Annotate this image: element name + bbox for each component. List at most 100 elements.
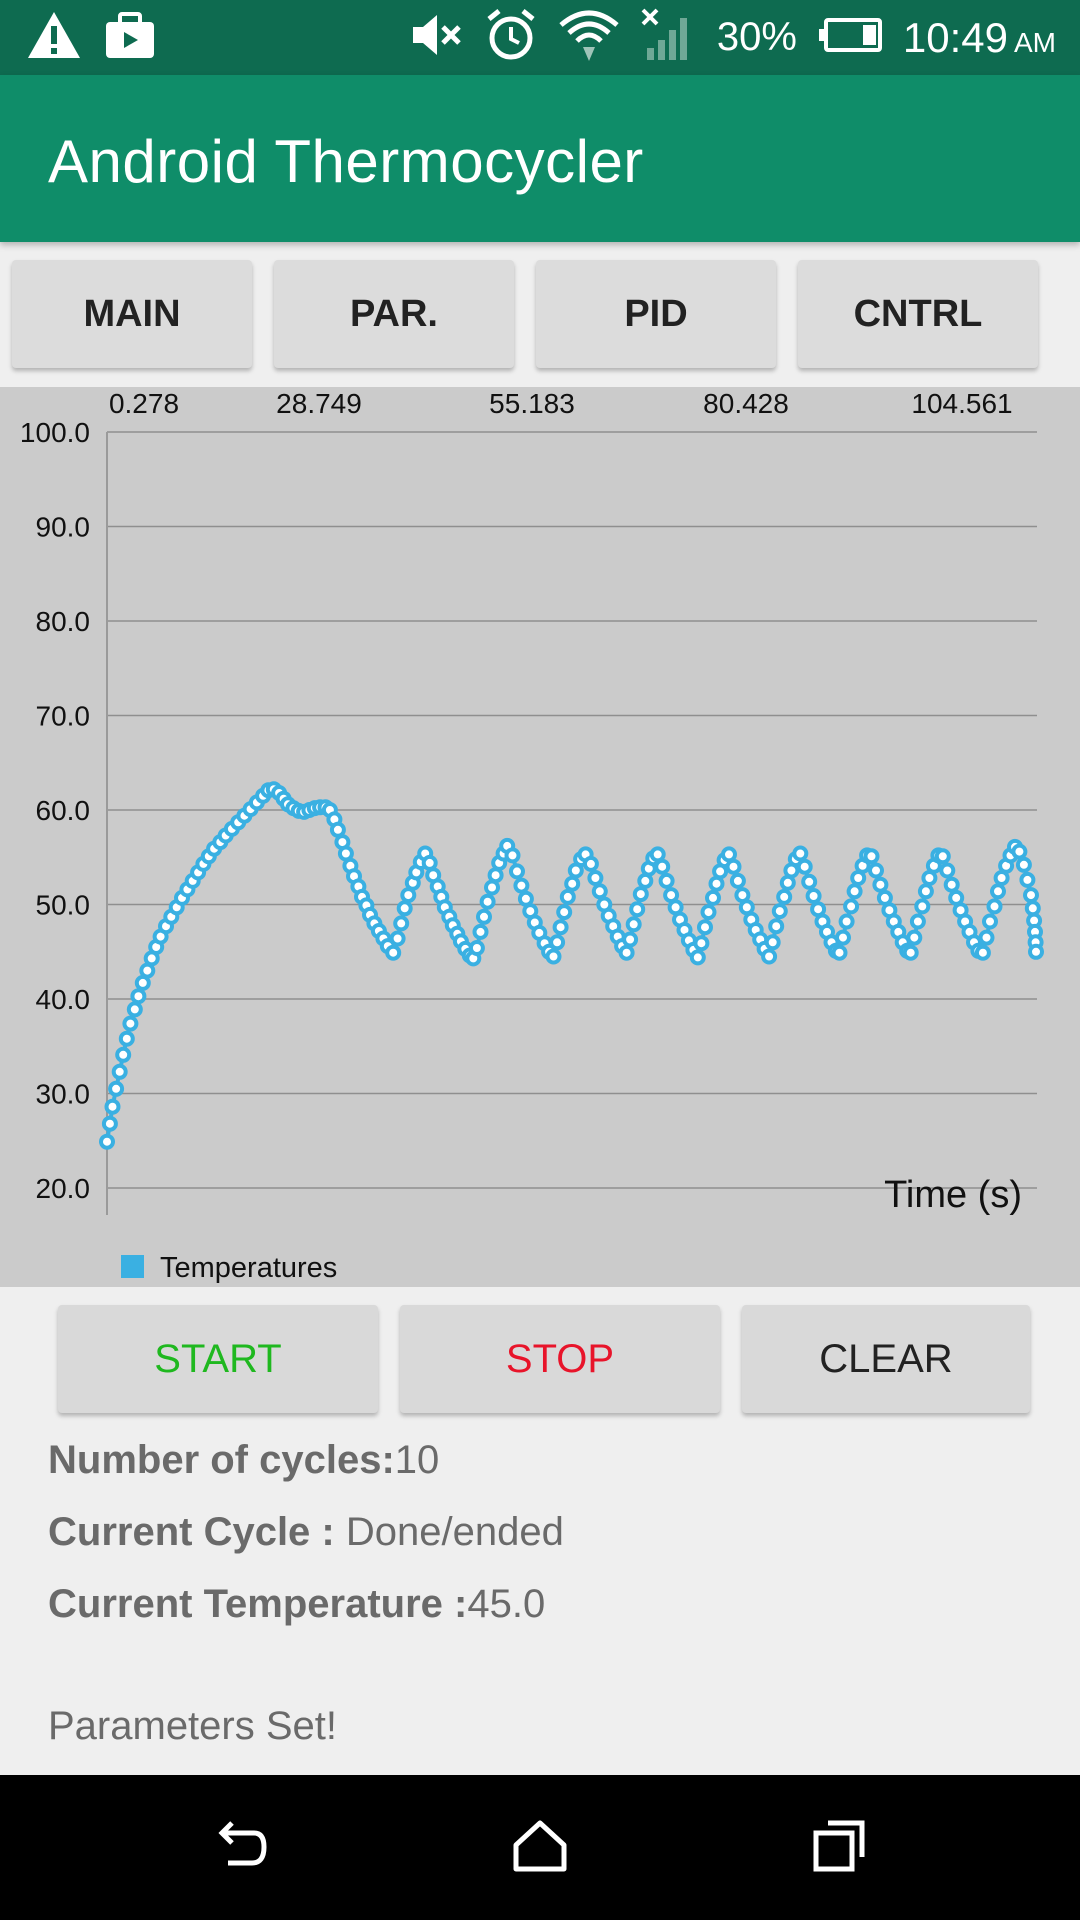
briefcase-icon: [104, 10, 156, 65]
data-point: [1011, 843, 1028, 860]
data-point: [700, 904, 717, 921]
data-point: [863, 848, 880, 865]
current-cycle-label: Current Cycle :: [48, 1510, 346, 1554]
data-point: [517, 890, 534, 907]
data-point: [559, 888, 576, 905]
back-icon[interactable]: [212, 1817, 268, 1878]
x-tick-label: 28.749: [276, 388, 362, 419]
data-point: [974, 944, 991, 961]
cycles-info: Number of cycles:10: [48, 1438, 439, 1483]
data-point: [329, 821, 346, 838]
chart-y-ticks: 100.0 90.0 80.0 70.0 60.0 50.0 40.0 30.0 20.0: [20, 417, 90, 1204]
data-point: [484, 879, 500, 896]
data-point: [697, 919, 713, 936]
data-point: [421, 854, 438, 871]
battery-percent: 30%: [716, 15, 797, 59]
y-tick-label: 40.0: [36, 984, 91, 1015]
alarm-icon: [485, 9, 537, 66]
data-point: [876, 889, 893, 906]
current-cycle-info: Current Cycle : Done/ended: [48, 1510, 564, 1555]
y-tick-label: 60.0: [36, 795, 91, 826]
data-point: [618, 944, 635, 961]
data-point: [902, 944, 919, 961]
data-point: [130, 988, 147, 1005]
data-point: [1019, 871, 1036, 888]
data-point: [487, 867, 504, 884]
data-point: [939, 862, 956, 879]
clear-button[interactable]: CLEAR: [742, 1305, 1030, 1413]
chart-points: [99, 781, 1044, 1150]
wifi-icon: [557, 7, 621, 68]
y-tick-label: 70.0: [36, 701, 91, 732]
stop-button[interactable]: STOP: [400, 1305, 720, 1413]
signal-icon: [641, 8, 697, 67]
data-point: [729, 872, 746, 889]
data-point: [637, 872, 654, 889]
x-axis-label: Time (s): [884, 1174, 1022, 1216]
data-point: [513, 877, 530, 894]
data-point: [993, 870, 1010, 886]
data-point: [139, 962, 156, 979]
data-point: [805, 888, 822, 904]
data-point: [1015, 856, 1032, 873]
data-point: [764, 934, 781, 951]
cycles-label: Number of cycles:: [48, 1438, 395, 1482]
data-point: [796, 858, 813, 875]
current-temp-info: Current Temperature :45.0: [48, 1582, 545, 1627]
data-point: [622, 931, 639, 948]
data-point: [831, 944, 848, 961]
data-point: [850, 870, 867, 886]
data-point: [99, 1133, 115, 1150]
temperature-chart[interactable]: 100.0 90.0 80.0 70.0 60.0 50.0 40.0 30.0 20.0 0.…: [0, 387, 1080, 1287]
data-point: [118, 1030, 135, 1047]
data-point: [468, 940, 485, 956]
start-button[interactable]: START: [58, 1305, 378, 1413]
recents-icon[interactable]: [812, 1817, 868, 1878]
data-point: [725, 858, 742, 875]
data-point: [549, 934, 566, 951]
data-point: [838, 913, 855, 930]
y-tick-label: 50.0: [36, 890, 91, 921]
data-point: [705, 889, 721, 906]
data-point: [1023, 887, 1039, 904]
data-point: [982, 913, 998, 930]
data-point: [134, 974, 151, 991]
data-point: [914, 898, 931, 915]
data-point: [835, 929, 851, 946]
data-point: [389, 930, 406, 947]
data-point: [1028, 943, 1044, 960]
legend-swatch: [121, 1255, 144, 1278]
legend-label: Temperatures: [160, 1252, 337, 1284]
data-point: [990, 883, 1006, 900]
data-point: [385, 944, 402, 961]
data-point: [122, 1015, 139, 1032]
data-point: [843, 898, 860, 915]
clock-ampm: AM: [1014, 26, 1056, 58]
status-message: Parameters Set!: [48, 1704, 338, 1748]
warning-icon: [26, 10, 82, 65]
data-point: [708, 875, 725, 892]
home-icon[interactable]: [512, 1817, 568, 1878]
data-point: [625, 916, 642, 933]
tab-bar: MAIN PAR. PID CNTRL: [12, 260, 1038, 368]
data-point: [564, 875, 581, 892]
tab-cntrl[interactable]: CNTRL: [798, 260, 1038, 368]
data-point: [921, 870, 938, 886]
data-point: [479, 893, 496, 910]
y-tick-label: 90.0: [36, 512, 91, 543]
tab-main[interactable]: MAIN: [12, 260, 252, 368]
navigation-bar: [0, 1775, 1080, 1920]
data-point: [111, 1063, 128, 1080]
clock: 10:49 AM: [903, 14, 1056, 62]
current-temp-label: Current Temperature :: [48, 1582, 468, 1626]
control-buttons: START STOP CLEAR: [58, 1305, 1030, 1413]
series-line-temperatures: [105, 787, 1038, 1143]
data-point: [872, 876, 889, 893]
tab-pid[interactable]: PID: [536, 260, 776, 368]
data-point: [721, 846, 737, 863]
battery-icon: [817, 17, 883, 58]
data-point: [689, 949, 706, 966]
tab-par[interactable]: PAR.: [274, 260, 514, 368]
app-bar: Android Thermocycler: [0, 75, 1080, 242]
data-point: [693, 935, 710, 952]
